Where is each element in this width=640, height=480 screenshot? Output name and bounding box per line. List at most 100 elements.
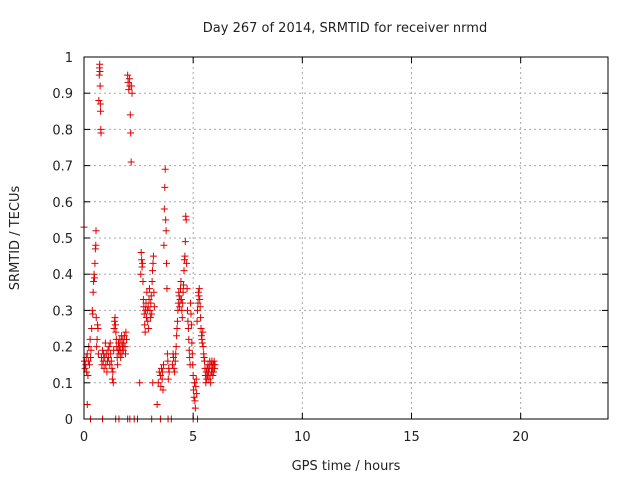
- data-point: [100, 364, 108, 372]
- data-point: [181, 238, 189, 246]
- y-tick-label: 0.4: [52, 268, 73, 283]
- data-point: [140, 310, 148, 318]
- data-point: [191, 397, 199, 405]
- data-point: [191, 404, 199, 412]
- gridlines: [84, 57, 608, 419]
- data-point: [108, 364, 116, 372]
- y-tick-label: 0.8: [52, 123, 73, 138]
- data-point: [188, 350, 196, 358]
- data-point: [128, 82, 136, 90]
- data-point: [184, 317, 192, 325]
- data-point: [182, 216, 190, 224]
- data-point: [176, 303, 184, 311]
- data-point: [128, 89, 136, 97]
- data-point: [94, 325, 102, 332]
- data-point: [179, 299, 187, 307]
- data-point: [190, 379, 198, 387]
- data-point: [183, 259, 191, 267]
- data-point: [161, 183, 169, 191]
- data-point: [192, 382, 200, 390]
- data-points: [80, 60, 219, 423]
- data-point: [91, 259, 99, 267]
- data-point: [108, 375, 116, 383]
- data-point: [111, 314, 119, 322]
- data-point: [109, 379, 117, 387]
- data-point: [121, 350, 129, 358]
- data-point: [96, 100, 104, 108]
- y-tick-label: 0.6: [52, 196, 73, 211]
- data-point: [153, 401, 161, 409]
- data-point: [160, 205, 168, 213]
- data-point: [110, 325, 118, 332]
- data-point: [85, 361, 93, 369]
- data-point: [147, 299, 155, 307]
- data-point: [122, 328, 130, 336]
- data-point: [95, 71, 103, 79]
- data-point: [143, 288, 151, 296]
- data-point: [190, 393, 198, 401]
- data-point: [92, 241, 100, 249]
- data-point: [90, 277, 98, 285]
- y-tick-label: 0.7: [52, 160, 73, 175]
- data-point: [192, 375, 200, 383]
- data-point: [145, 296, 153, 304]
- data-point: [96, 82, 104, 90]
- data-point: [148, 277, 156, 285]
- data-point: [175, 292, 183, 300]
- data-point: [187, 310, 195, 318]
- data-point: [211, 361, 219, 369]
- data-point: [144, 317, 152, 325]
- data-point: [172, 350, 180, 358]
- data-point: [195, 285, 203, 293]
- x-axis-label: GPS time / hours: [292, 459, 401, 474]
- data-point: [125, 86, 133, 94]
- axis-ticks: [83, 56, 608, 420]
- data-point: [146, 306, 154, 314]
- data-point: [170, 353, 178, 361]
- data-point: [187, 321, 195, 329]
- data-point: [196, 296, 204, 304]
- data-point: [156, 372, 164, 380]
- data-point: [163, 259, 171, 267]
- data-point: [149, 252, 157, 260]
- data-point: [193, 390, 201, 398]
- data-point: [190, 386, 198, 394]
- data-point: [103, 368, 111, 376]
- data-point: [196, 303, 204, 311]
- data-point: [189, 372, 197, 380]
- data-point: [183, 306, 191, 314]
- y-tick-label: 0.9: [52, 87, 73, 102]
- data-point: [161, 165, 169, 173]
- data-point: [178, 314, 186, 322]
- y-tick-label: 0.3: [52, 304, 73, 319]
- data-point: [194, 306, 202, 314]
- data-point: [158, 375, 166, 383]
- data-point: [137, 248, 145, 256]
- data-point: [185, 346, 193, 354]
- data-point: [84, 357, 92, 365]
- y-tick-label: 0.5: [52, 232, 73, 247]
- data-point: [154, 379, 162, 387]
- data-point: [117, 353, 125, 361]
- data-point: [150, 303, 158, 311]
- data-point: [210, 357, 218, 365]
- data-point: [187, 299, 195, 307]
- data-point: [193, 317, 201, 325]
- data-point: [171, 357, 179, 365]
- data-point: [164, 357, 172, 365]
- data-point: [170, 364, 178, 372]
- data-point: [149, 259, 157, 267]
- data-point: [163, 285, 171, 293]
- data-point: [92, 314, 100, 322]
- data-point: [107, 350, 115, 358]
- data-point: [199, 343, 207, 351]
- data-point: [168, 361, 176, 369]
- data-point: [173, 332, 181, 340]
- data-point: [109, 368, 117, 376]
- data-point: [124, 78, 132, 86]
- x-tick-label: 20: [512, 430, 529, 445]
- data-point: [138, 256, 146, 264]
- data-point: [164, 375, 172, 383]
- data-point: [123, 335, 131, 343]
- data-point: [177, 296, 185, 304]
